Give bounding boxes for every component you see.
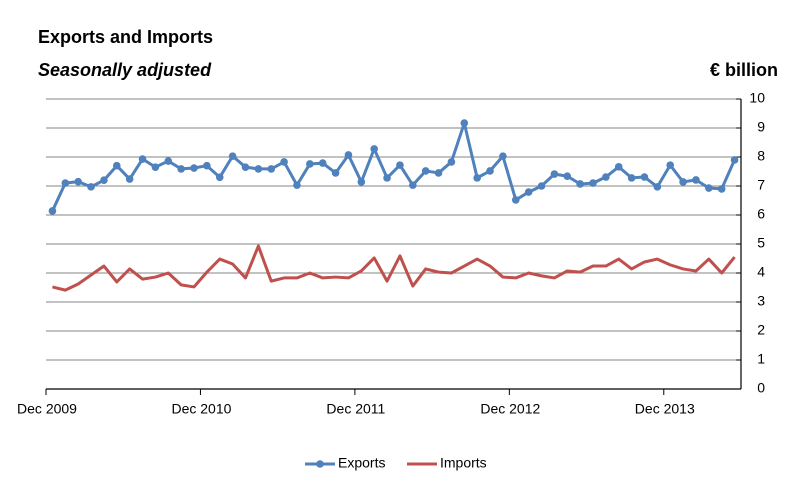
point-marker — [164, 157, 173, 165]
point-marker — [254, 165, 263, 173]
point-marker — [280, 158, 288, 166]
point-marker — [576, 180, 584, 188]
y-tick-label: 10 — [749, 90, 765, 106]
point-marker — [589, 179, 597, 187]
y-tick-label: 9 — [757, 119, 765, 135]
chart-subtitle: Seasonally adjusted — [38, 60, 212, 80]
point-marker — [383, 174, 391, 182]
point-marker — [679, 178, 687, 186]
point-marker — [100, 176, 108, 184]
y-tick-label: 7 — [757, 177, 765, 193]
point-marker — [177, 165, 185, 173]
point-marker — [151, 163, 160, 171]
point-marker — [409, 181, 417, 189]
point-marker — [190, 164, 198, 172]
x-tick-label: Dec 2012 — [480, 401, 540, 417]
y-tick-label: 6 — [757, 206, 765, 222]
point-marker — [61, 179, 70, 187]
point-marker — [614, 163, 623, 171]
point-marker — [563, 172, 572, 180]
point-marker — [730, 156, 739, 164]
x-tick-label: Dec 2013 — [635, 401, 695, 417]
point-marker — [692, 176, 700, 184]
point-marker — [138, 155, 147, 163]
y-tick-label: 1 — [757, 351, 765, 367]
point-marker — [203, 161, 211, 170]
point-marker — [421, 167, 430, 175]
point-marker — [112, 161, 121, 170]
point-marker — [640, 173, 649, 181]
point-marker — [511, 196, 520, 204]
x-tick-label: Dec 2009 — [17, 401, 77, 417]
point-marker — [447, 158, 456, 166]
point-marker — [524, 188, 533, 196]
y-tick-label: 4 — [757, 264, 765, 280]
point-marker — [48, 207, 57, 215]
point-marker — [460, 119, 469, 127]
point-marker — [602, 173, 610, 181]
point-marker — [705, 184, 713, 192]
point-marker — [537, 182, 546, 190]
point-marker — [74, 177, 82, 186]
point-marker — [293, 181, 301, 189]
x-tick-label: Dec 2010 — [171, 401, 231, 417]
point-marker — [653, 183, 662, 191]
y-axis-label: € billion — [710, 60, 778, 80]
point-marker — [125, 175, 134, 183]
point-marker — [267, 165, 276, 173]
point-marker — [666, 161, 675, 169]
point-marker — [318, 159, 327, 167]
legend-label: Exports — [338, 455, 385, 471]
point-marker — [306, 160, 314, 168]
point-marker — [499, 152, 507, 160]
point-marker — [241, 163, 250, 171]
point-marker — [357, 178, 366, 186]
legend-label: Imports — [440, 455, 487, 471]
x-tick-label: Dec 2011 — [326, 401, 385, 417]
point-marker — [344, 151, 353, 159]
y-tick-label: 0 — [757, 380, 765, 396]
chart-title: Exports and Imports — [38, 27, 213, 47]
point-marker — [550, 170, 559, 178]
point-marker — [370, 145, 378, 153]
point-marker — [396, 161, 404, 169]
point-marker — [228, 152, 237, 160]
y-tick-label: 5 — [757, 235, 765, 251]
point-marker — [434, 169, 443, 177]
y-tick-label: 2 — [757, 322, 765, 338]
point-marker — [87, 183, 95, 191]
point-marker — [717, 185, 726, 193]
series-line — [52, 244, 736, 292]
point-marker — [627, 174, 636, 182]
legend-marker — [316, 460, 324, 468]
point-marker — [473, 174, 481, 182]
y-tick-label: 8 — [757, 148, 765, 164]
y-tick-label: 3 — [757, 293, 765, 309]
point-marker — [215, 173, 224, 182]
point-marker — [486, 167, 494, 175]
point-marker — [331, 169, 340, 177]
